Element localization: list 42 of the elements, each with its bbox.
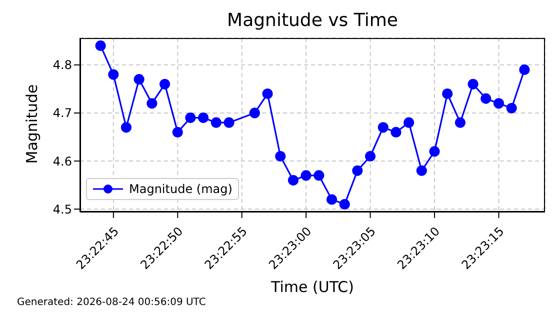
- point: [160, 78, 170, 90]
- point: [262, 88, 273, 100]
- point: [519, 64, 530, 76]
- point: [108, 69, 119, 80]
- point: [404, 117, 414, 128]
- y-tick-label: 4.7: [52, 106, 72, 120]
- y-tick-label: 4.8: [52, 58, 72, 72]
- point: [300, 170, 312, 181]
- point: [390, 126, 402, 138]
- point: [416, 165, 427, 176]
- point: [365, 150, 376, 162]
- legend-label: Magnitude (mag): [129, 182, 232, 196]
- point: [506, 102, 517, 114]
- point: [339, 199, 350, 210]
- point: [288, 174, 299, 186]
- point: [378, 122, 388, 133]
- point: [429, 146, 440, 157]
- point: [172, 126, 183, 138]
- y-tick-label: 4.5: [52, 202, 72, 216]
- y-axis-title: Magnitude: [23, 83, 41, 166]
- point: [493, 98, 504, 109]
- point: [275, 150, 286, 162]
- point: [454, 117, 466, 128]
- point: [134, 74, 144, 85]
- point: [120, 122, 132, 133]
- y-tick-label: 4.6: [52, 154, 72, 168]
- point: [314, 170, 324, 181]
- point: [480, 93, 492, 104]
- point: [249, 108, 260, 118]
- point: [468, 78, 478, 90]
- point: [352, 165, 363, 176]
- point: [224, 117, 234, 128]
- point: [146, 98, 158, 109]
- point: [442, 88, 453, 100]
- x-axis-title: Time (UTC): [270, 278, 355, 296]
- chart-title: Magnitude vs Time: [226, 10, 399, 31]
- point: [185, 112, 196, 124]
- point: [210, 117, 222, 128]
- point: [95, 40, 106, 51]
- point: [198, 112, 209, 124]
- point: [326, 194, 338, 205]
- text: Generated: 2026-08-24 00:56:09 UTC: [17, 297, 206, 308]
